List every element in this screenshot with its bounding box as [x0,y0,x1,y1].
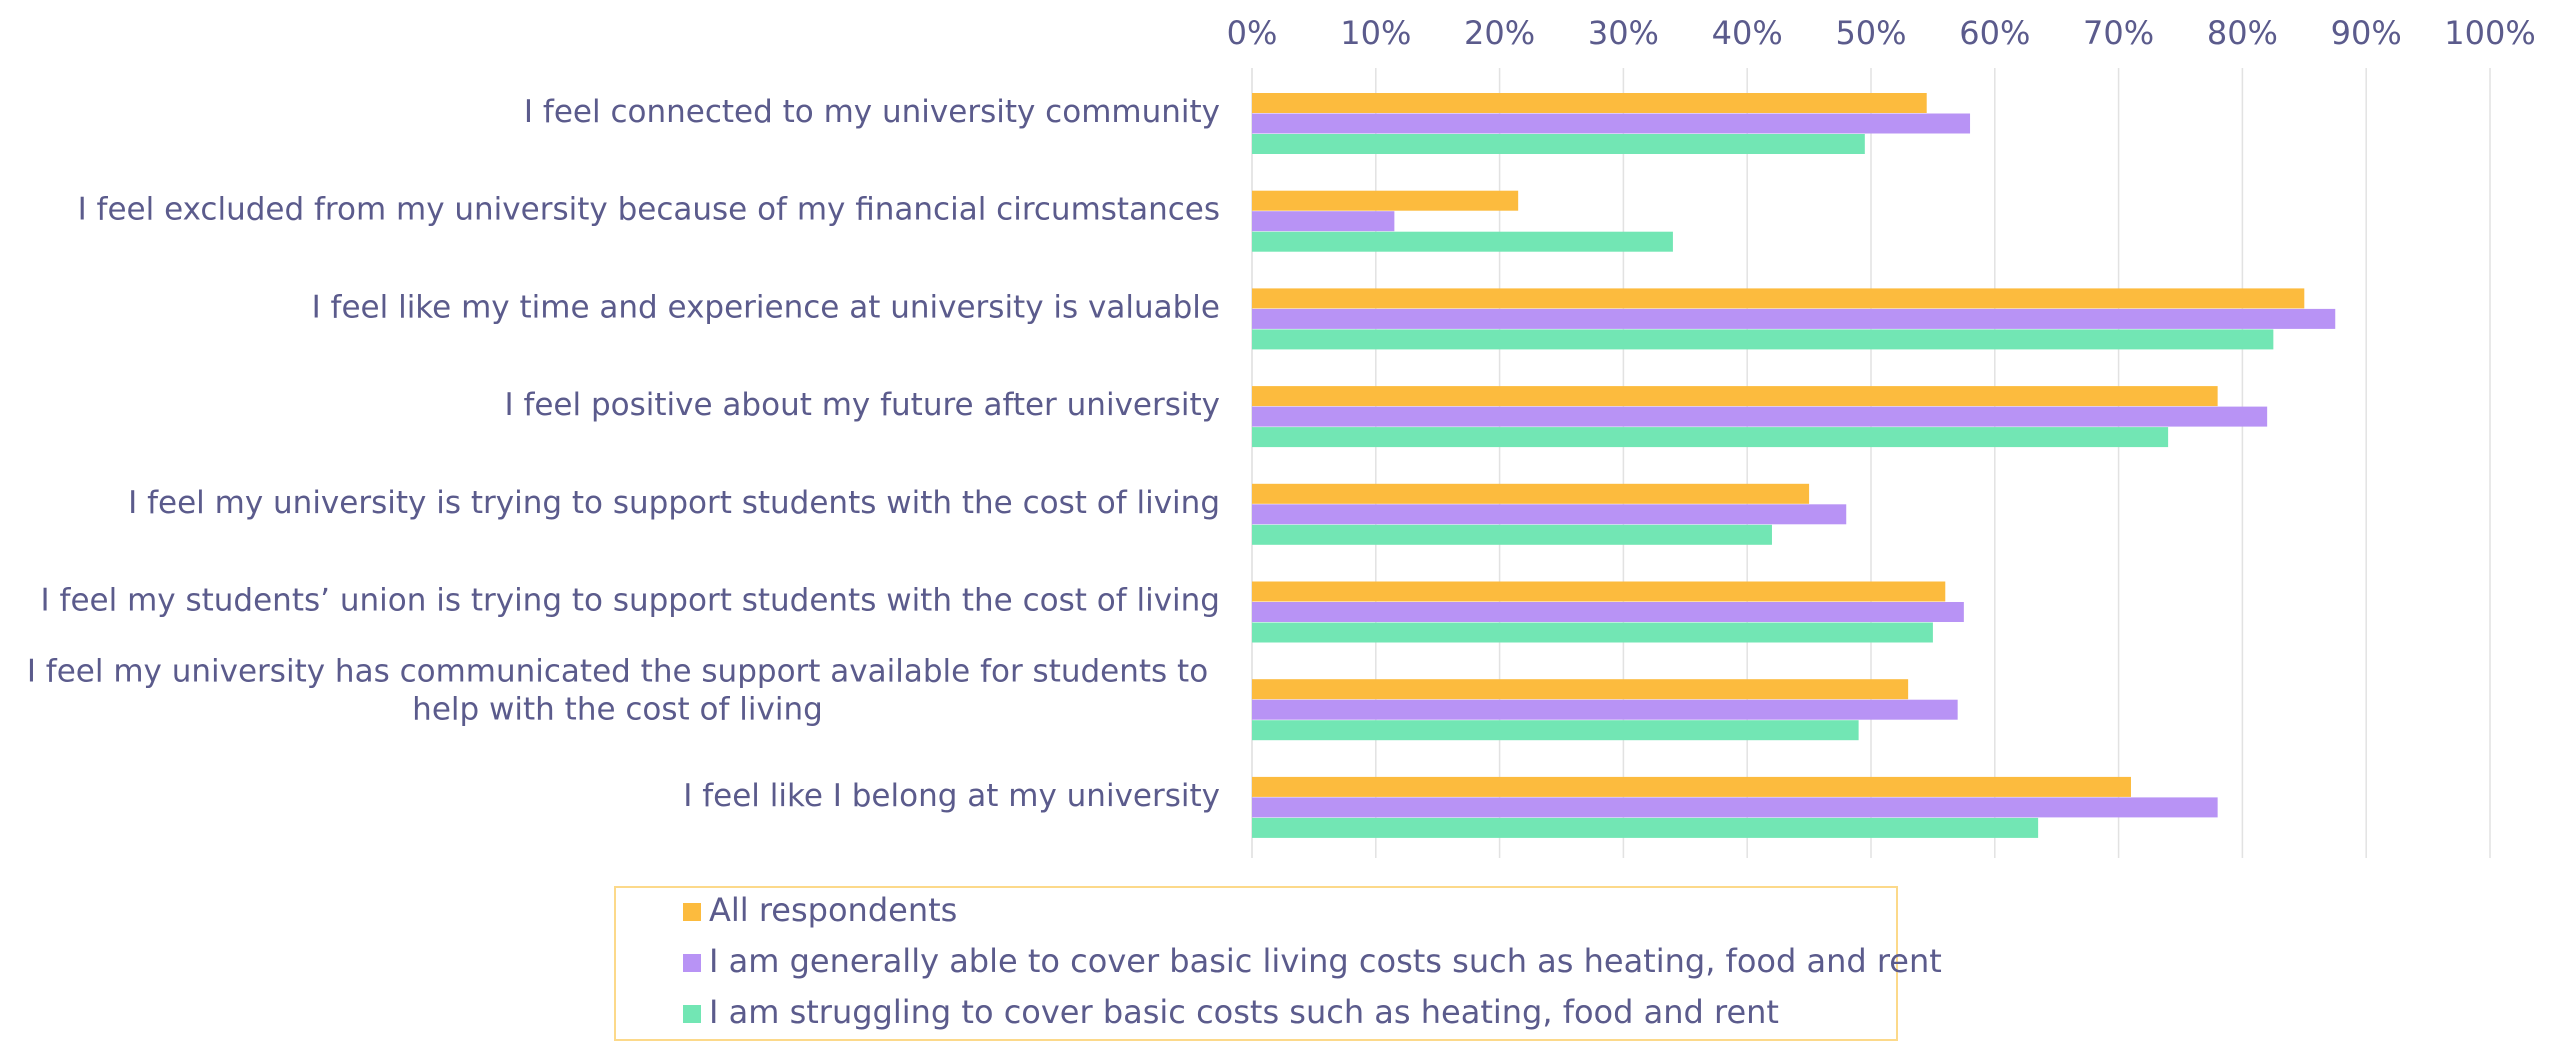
bar [1252,427,2169,448]
category-label: I feel positive about my future after un… [504,387,1220,423]
x-axis-tick-labels: 0% 10% 20% 30% 40% 50% 60% 70% 80% 90% 100% [1227,14,2536,52]
legend-swatch [683,954,701,972]
category-label: I feel my students’ union is trying to s… [41,583,1220,619]
legend-box [614,886,1898,1041]
x-tick-label: 20% [1464,14,1535,52]
bar [1252,190,1519,211]
x-tick-label: 10% [1340,14,1411,52]
bar [1252,699,1958,720]
bar [1252,93,1927,113]
bar [1252,504,1847,525]
x-tick-label: 100% [2444,14,2535,52]
bar [1252,581,1946,602]
category-label: I feel like my time and experience at un… [312,289,1220,325]
legend: All respondents I am generally able to co… [614,886,1942,1041]
legend-swatch [683,903,701,921]
category-label: I feel my university is trying to suppor… [128,485,1220,521]
bar [1252,288,2305,309]
legend-label: All respondents [709,891,957,929]
category-label: I feel like I belong at my university [683,778,1220,814]
bar [1252,113,1971,134]
x-tick-label: 90% [2331,14,2402,52]
x-tick-label: 80% [2207,14,2278,52]
bar [1252,679,1909,700]
category-label: I feel my university has communicated th… [27,654,1208,728]
legend-swatch [683,1005,701,1023]
bar [1252,329,2274,350]
bar [1252,231,1673,252]
bar [1252,386,2218,407]
x-tick-label: 60% [1959,14,2030,52]
bar [1252,776,2131,797]
category-labels: I feel connected to my university commun… [27,94,1220,814]
bar [1252,797,2218,818]
bar [1252,817,2039,838]
x-tick-label: 50% [1835,14,1906,52]
bar [1252,602,1964,622]
legend-label: I am generally able to cover basic livin… [709,942,1942,980]
legend-label: I am struggling to cover basic costs suc… [709,993,1779,1031]
bars [1252,93,2336,838]
x-tick-label: 70% [2083,14,2154,52]
bar [1252,622,1933,643]
bar [1252,211,1395,232]
category-label: I feel connected to my university commun… [524,94,1220,130]
x-tick-label: 0% [1227,14,1278,52]
bar [1252,483,1810,504]
bar [1252,308,2336,329]
x-tick-label: 30% [1588,14,1659,52]
bar [1252,406,2268,427]
category-label: I feel excluded from my university becau… [78,192,1220,228]
bar [1252,720,1859,741]
bar [1252,524,1772,545]
x-tick-label: 40% [1712,14,1783,52]
bar [1252,134,1865,154]
